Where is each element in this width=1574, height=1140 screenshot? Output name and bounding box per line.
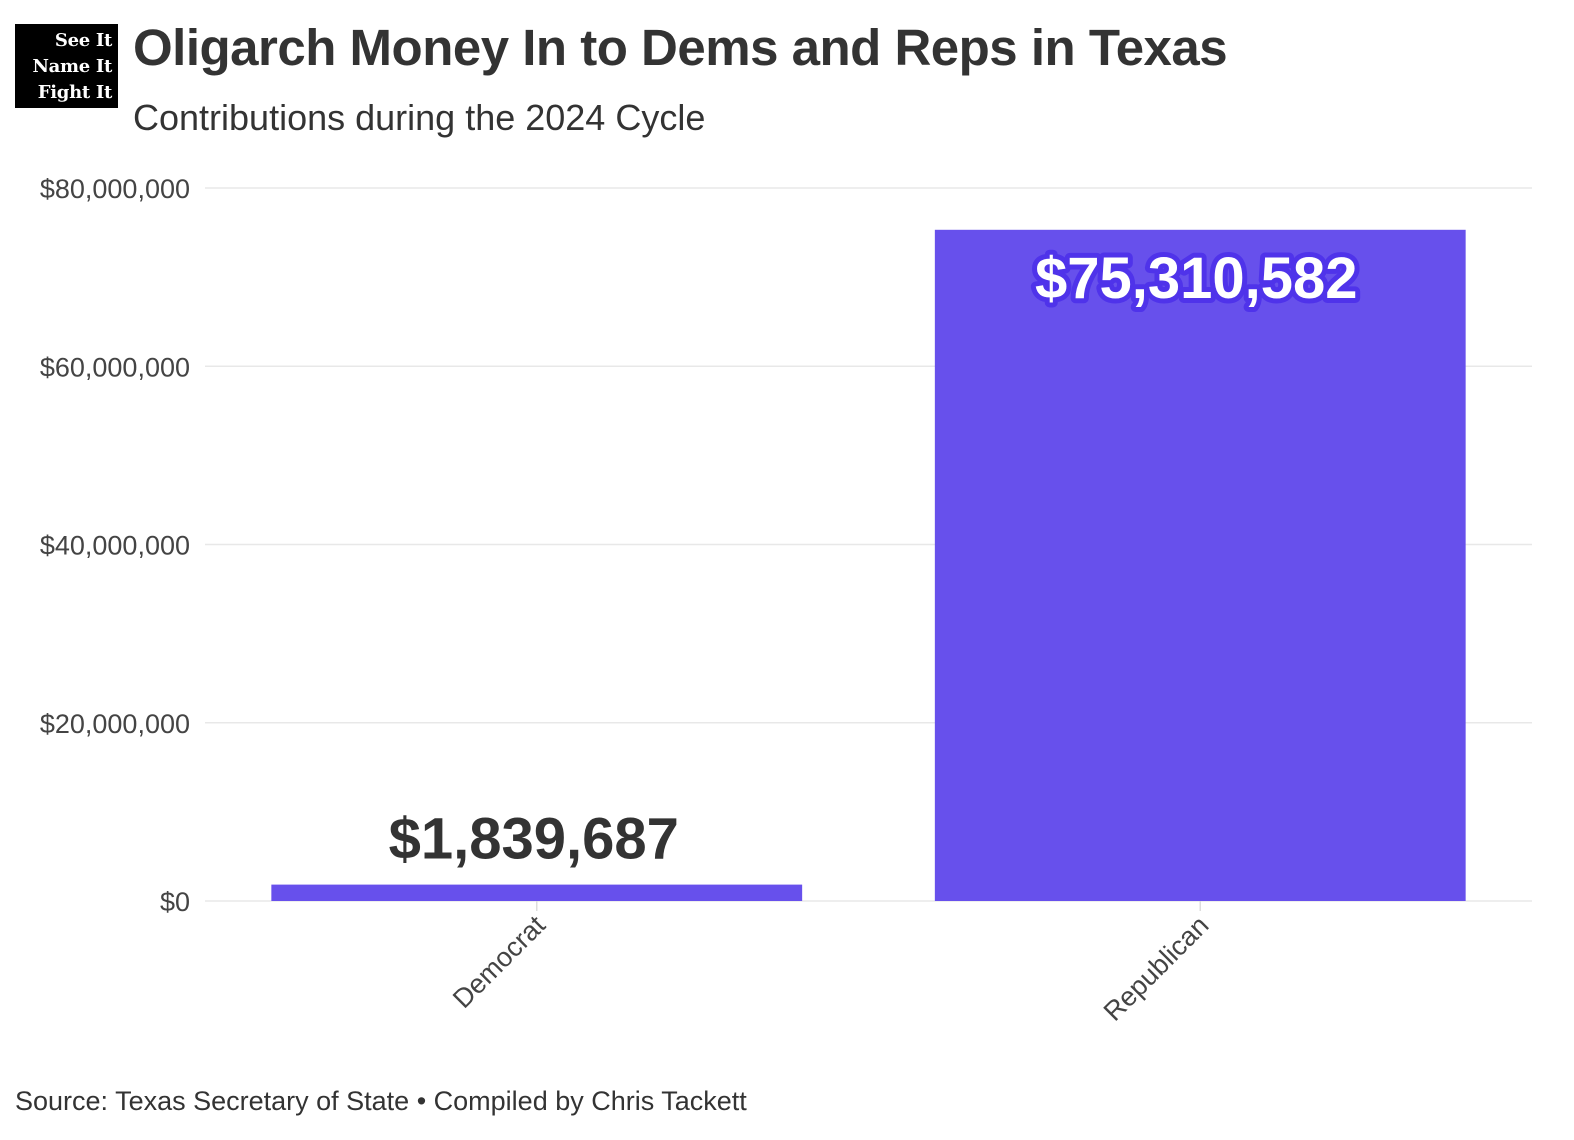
source-note: Source: Texas Secretary of State • Compi… — [15, 1086, 747, 1116]
chart-subtitle: Contributions during the 2024 Cycle — [133, 97, 706, 138]
bar-republican — [934, 229, 1466, 901]
x-tick-label: Democrat — [447, 910, 551, 1014]
logo-line: Name It — [32, 56, 112, 77]
bar-democrat — [271, 884, 803, 901]
y-tick-label: $60,000,000 — [40, 352, 190, 382]
value-label-democrat: $1,839,687 — [389, 807, 679, 872]
chart-title: Oligarch Money In to Dems and Reps in Te… — [133, 19, 1228, 76]
y-tick-label: $80,000,000 — [40, 174, 190, 204]
logo-line: Fight It — [37, 82, 113, 103]
brand-logo: See It Name It Fight It — [15, 24, 118, 108]
logo-line: See It — [54, 30, 112, 51]
x-tick-label: Republican — [1098, 910, 1215, 1027]
y-tick-label: $0 — [160, 887, 190, 917]
y-tick-label: $40,000,000 — [40, 531, 190, 561]
value-label-republican: $75,310,582 — [1035, 246, 1358, 311]
bar-chart: $0 $20,000,000 $40,000,000 $60,000,000 $80,0… — [40, 174, 1532, 1027]
y-tick-label: $20,000,000 — [40, 709, 190, 739]
